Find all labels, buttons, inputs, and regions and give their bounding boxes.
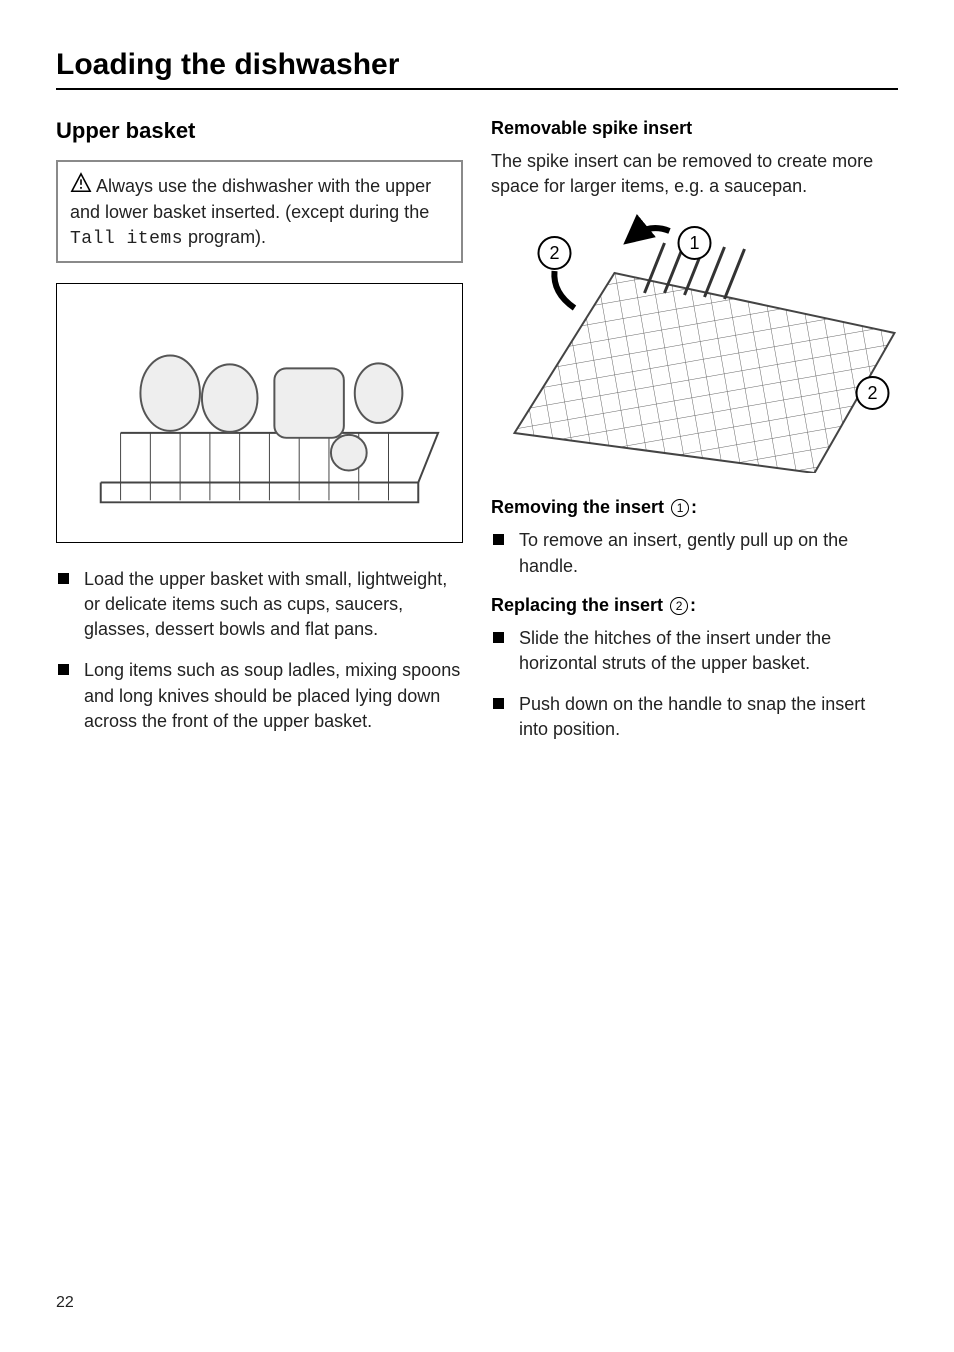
replacing-insert-suffix: : [690,595,696,615]
upper-basket-illustration [56,283,463,543]
page-title: Loading the dishwasher [56,48,898,82]
list-item: Long items such as soup ladles, mixing s… [56,658,463,734]
list-item: Push down on the handle to snap the inse… [491,692,898,742]
spike-insert-illustration: 1 2 2 [491,213,898,473]
removing-insert-prefix: Removing the insert [491,497,669,517]
warning-box: Always use the dishwasher with the upper… [56,160,463,263]
upper-basket-bullets: Load the upper basket with small, lightw… [56,567,463,734]
warning-text-after: program). [183,227,266,247]
right-column: Removable spike insert The spike insert … [491,118,898,759]
removing-insert-suffix: : [691,497,697,517]
upper-basket-illustration-svg [57,284,462,542]
left-column: Upper basket Always use the dishwasher w… [56,118,463,759]
list-item: Load the upper basket with small, lightw… [56,567,463,643]
spike-insert-heading: Removable spike insert [491,118,898,139]
spike-insert-illustration-svg: 1 2 2 [491,213,898,473]
spike-insert-intro: The spike insert can be removed to creat… [491,149,898,199]
callout-2a: 2 [549,243,559,263]
replacing-insert-heading: Replacing the insert 2: [491,595,898,616]
replacing-insert-prefix: Replacing the insert [491,595,668,615]
callout-1: 1 [689,233,699,253]
removing-insert-heading: Removing the insert 1: [491,497,898,518]
list-item: To remove an insert, gently pull up on t… [491,528,898,578]
content-columns: Upper basket Always use the dishwasher w… [56,118,898,759]
circled-1-icon: 1 [671,499,689,517]
title-rule [56,88,898,90]
page-number: 22 [56,1294,74,1312]
tall-items-label: Tall items [70,229,183,249]
warning-icon [70,172,92,200]
circled-2-icon: 2 [670,597,688,615]
warning-text-before: Always use the dishwasher with the upper… [70,176,431,222]
list-item: Slide the hitches of the insert under th… [491,626,898,676]
upper-basket-heading: Upper basket [56,118,463,144]
callout-2b: 2 [867,383,877,403]
removing-insert-bullets: To remove an insert, gently pull up on t… [491,528,898,578]
replacing-insert-bullets: Slide the hitches of the insert under th… [491,626,898,743]
